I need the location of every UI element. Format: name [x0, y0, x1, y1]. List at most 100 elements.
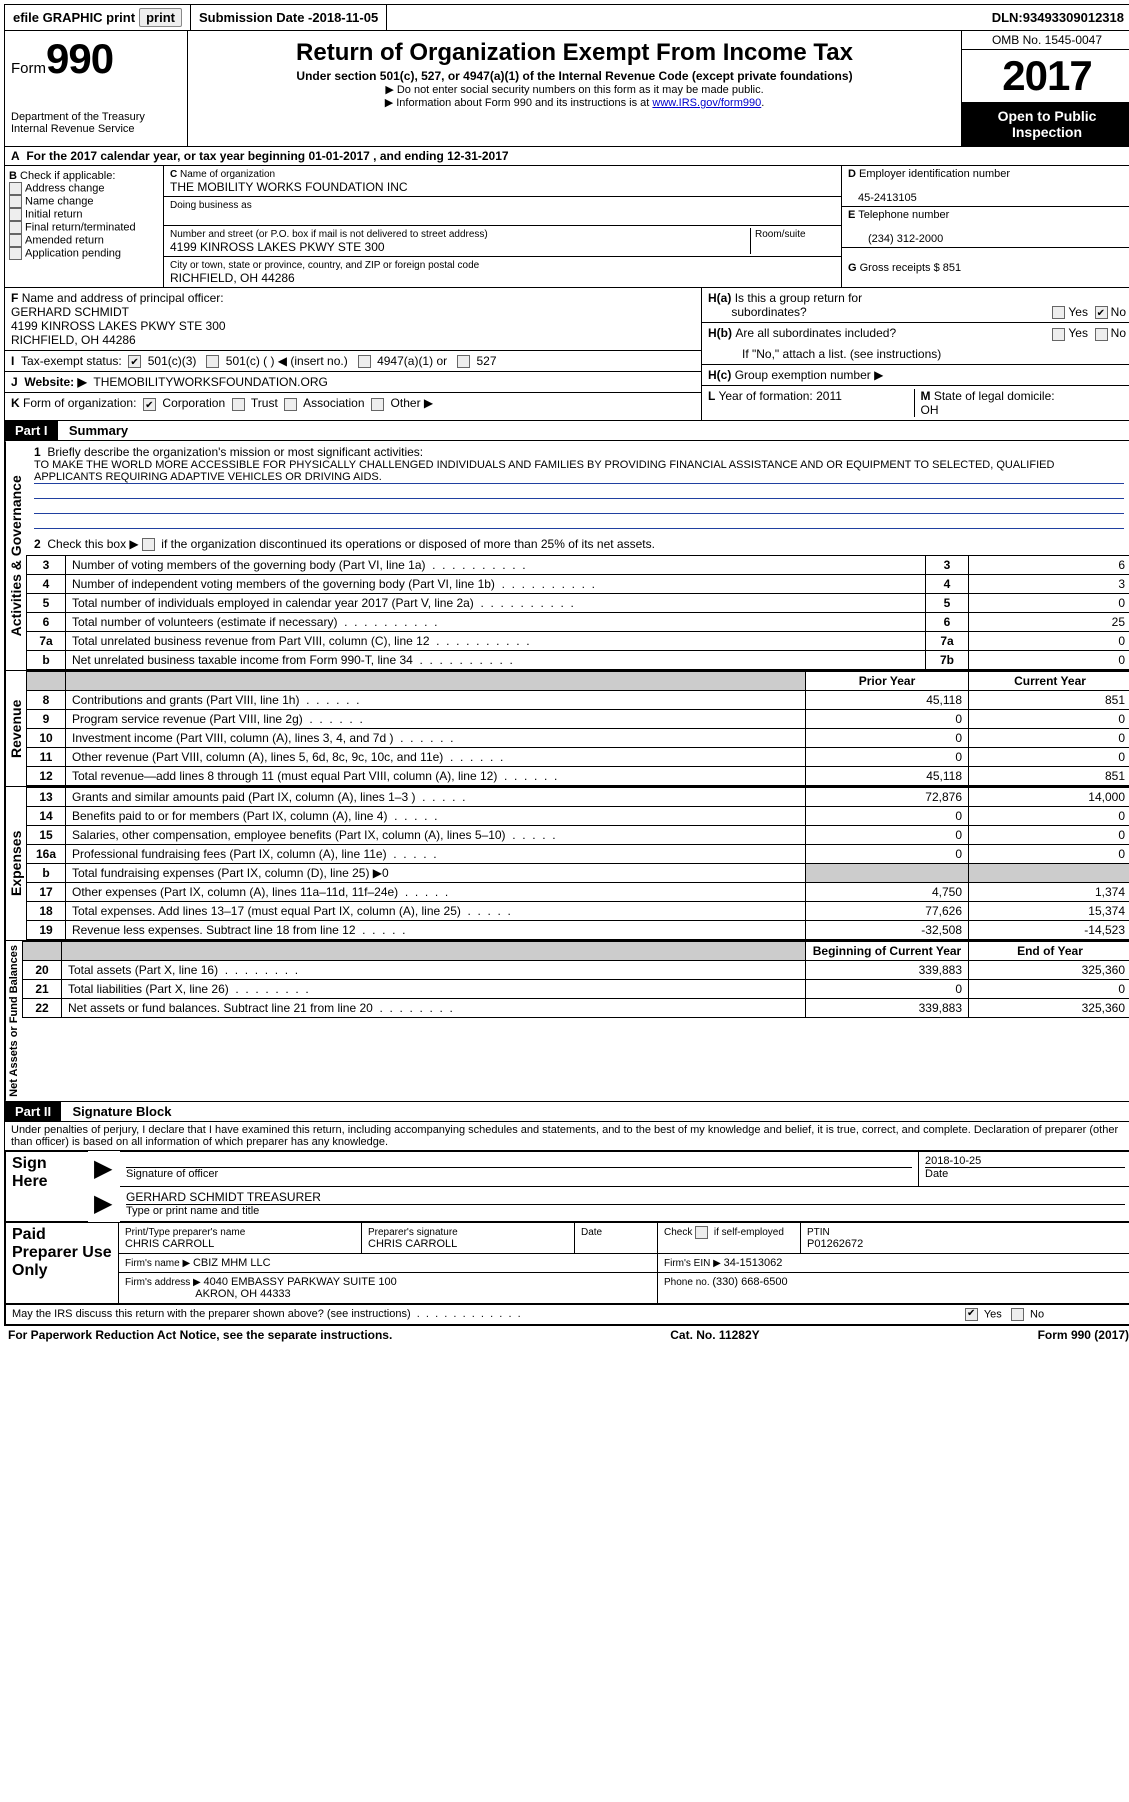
checkbox-amended-return[interactable] [9, 234, 22, 247]
note-ssn: Do not enter social security numbers on … [397, 84, 764, 96]
dba-label: Doing business as [170, 200, 252, 211]
print-button[interactable]: print [139, 8, 182, 27]
checkbox-other[interactable] [371, 398, 384, 411]
sign-here-label: Sign Here [6, 1151, 89, 1221]
part1-title: Summary [61, 423, 128, 438]
sections-bcd: B Check if applicable: Address change Na… [4, 166, 1129, 288]
vlabel-governance: Activities & Governance [5, 441, 26, 670]
ptin-value: P01262672 [807, 1238, 863, 1250]
footer-mid: Cat. No. 11282Y [670, 1328, 759, 1342]
top-bar: efile GRAPHIC print print Submission Dat… [4, 4, 1129, 31]
governance-table: 3Number of voting members of the governi… [26, 555, 1129, 670]
hb-label: Are all subordinates included? [735, 326, 896, 340]
checkbox-association[interactable] [284, 398, 297, 411]
netassets-table: Beginning of Current YearEnd of Year20To… [22, 941, 1129, 1018]
form-header: Form990 Department of the Treasury Inter… [4, 31, 1129, 147]
officer-addr1: 4199 KINROSS LAKES PKWY STE 300 [11, 319, 226, 333]
hc-label: Group exemption number ▶ [735, 368, 884, 382]
discuss-label: May the IRS discuss this return with the… [12, 1308, 411, 1320]
firm-addr2: AKRON, OH 44333 [195, 1288, 290, 1300]
footer-left: For Paperwork Reduction Act Notice, see … [8, 1328, 392, 1342]
officer-label: Name and address of principal officer: [22, 291, 224, 305]
open-public-2: Inspection [964, 124, 1129, 140]
checkbox-discuss-yes[interactable] [965, 1308, 978, 1321]
form-number: 990 [46, 35, 113, 82]
efile-label: efile GRAPHIC print print [5, 5, 191, 30]
ein-value: 45-2413105 [848, 192, 917, 204]
form-title: Return of Organization Exempt From Incom… [198, 39, 951, 67]
city-label: City or town, state or province, country… [170, 260, 479, 271]
org-name: THE MOBILITY WORKS FOUNDATION INC [170, 180, 408, 194]
year-formation-label: Year of formation: [718, 389, 816, 403]
tax-exempt-label: Tax-exempt status: [21, 354, 122, 368]
mission-text: TO MAKE THE WORLD MORE ACCESSIBLE FOR PH… [34, 459, 1124, 484]
checkbox-address-change[interactable] [9, 182, 22, 195]
firm-name: CBIZ MHM LLC [193, 1257, 271, 1269]
firm-ein: 34-1513062 [724, 1257, 783, 1269]
checkbox-initial-return[interactable] [9, 208, 22, 221]
dept-treasury: Department of the Treasury [11, 111, 181, 123]
checkbox-discuss-no[interactable] [1011, 1308, 1024, 1321]
checkbox-4947[interactable] [358, 355, 371, 368]
part2-title: Signature Block [64, 1104, 171, 1119]
officer-name-title: GERHARD SCHMIDT TREASURER [126, 1190, 321, 1204]
submission-date: Submission Date - 2018-11-05 [191, 5, 387, 30]
ein-label: Employer identification number [859, 168, 1010, 180]
tax-year: 2017 [962, 50, 1129, 102]
checkbox-ha-yes[interactable] [1052, 306, 1065, 319]
hb-note: If "No," attach a list. (see instruction… [702, 344, 1129, 365]
checkbox-501c3[interactable] [128, 355, 141, 368]
checkbox-discontinued[interactable] [142, 538, 155, 551]
phone-value: (234) 312-2000 [848, 233, 943, 245]
irs-label: Internal Revenue Service [11, 123, 181, 135]
checkbox-hb-no[interactable] [1095, 328, 1108, 341]
form-subtitle: Under section 501(c), 527, or 4947(a)(1)… [198, 69, 951, 83]
checkbox-527[interactable] [457, 355, 470, 368]
form-word: Form [11, 60, 46, 77]
part1-badge: Part I [5, 421, 58, 440]
website-value: THEMOBILITYWORKSFOUNDATION.ORG [93, 375, 327, 389]
vlabel-revenue: Revenue [5, 671, 26, 786]
website-label: Website: ▶ [24, 375, 86, 389]
section-a: A For the 2017 calendar year, or tax yea… [4, 147, 1129, 166]
checkbox-ha-no[interactable] [1095, 306, 1108, 319]
sections-fhijklm: F Name and address of principal officer:… [4, 288, 1129, 421]
checkbox-self-employed[interactable] [695, 1226, 708, 1239]
firm-addr1: 4040 EMBASSY PARKWAY SUITE 100 [204, 1276, 397, 1288]
sig-officer-label: Signature of officer [126, 1168, 912, 1180]
form-org-label: Form of organization: [23, 396, 136, 410]
type-name-label: Type or print name and title [126, 1204, 1125, 1217]
firm-phone: (330) 668-6500 [712, 1276, 787, 1288]
domicile-value: OH [921, 403, 939, 417]
omb-number: OMB No. 1545-0047 [962, 31, 1129, 50]
prep-name: CHRIS CARROLL [125, 1238, 214, 1250]
checkbox-corporation[interactable] [143, 398, 156, 411]
ha-label: Is this a group return for [735, 291, 862, 305]
part2-badge: Part II [5, 1102, 61, 1121]
street-value: 4199 KINROSS LAKES PKWY STE 300 [170, 240, 385, 254]
line1-label: Briefly describe the organization's miss… [47, 445, 423, 459]
expenses-table: 13Grants and similar amounts paid (Part … [26, 787, 1129, 940]
domicile-label: State of legal domicile: [934, 389, 1055, 403]
irs-link[interactable]: www.IRS.gov/form990 [652, 97, 761, 109]
officer-name: GERHARD SCHMIDT [11, 305, 129, 319]
checkbox-final-return[interactable] [9, 221, 22, 234]
officer-addr2: RICHFIELD, OH 44286 [11, 333, 136, 347]
year-formation-value: 2011 [816, 389, 842, 403]
ptin-label: PTIN [807, 1227, 830, 1238]
vlabel-netassets: Net Assets or Fund Balances [5, 941, 22, 1101]
room-label: Room/suite [755, 229, 806, 240]
checkbox-501c[interactable] [206, 355, 219, 368]
org-name-label: Name of organization [180, 169, 275, 180]
checkbox-hb-yes[interactable] [1052, 328, 1065, 341]
checkbox-trust[interactable] [232, 398, 245, 411]
gross-receipts-label: Gross receipts $ [860, 262, 943, 274]
checkbox-application-pending[interactable] [9, 247, 22, 260]
open-public-1: Open to Public [964, 108, 1129, 124]
prep-name-label: Print/Type preparer's name [125, 1227, 245, 1238]
prep-sig-label: Preparer's signature [368, 1227, 458, 1238]
sig-date-value: 2018-10-25 [925, 1155, 981, 1167]
checkbox-name-change[interactable] [9, 195, 22, 208]
phone-label: Telephone number [858, 209, 949, 221]
footer-right: Form 990 (2017) [1038, 1328, 1129, 1342]
